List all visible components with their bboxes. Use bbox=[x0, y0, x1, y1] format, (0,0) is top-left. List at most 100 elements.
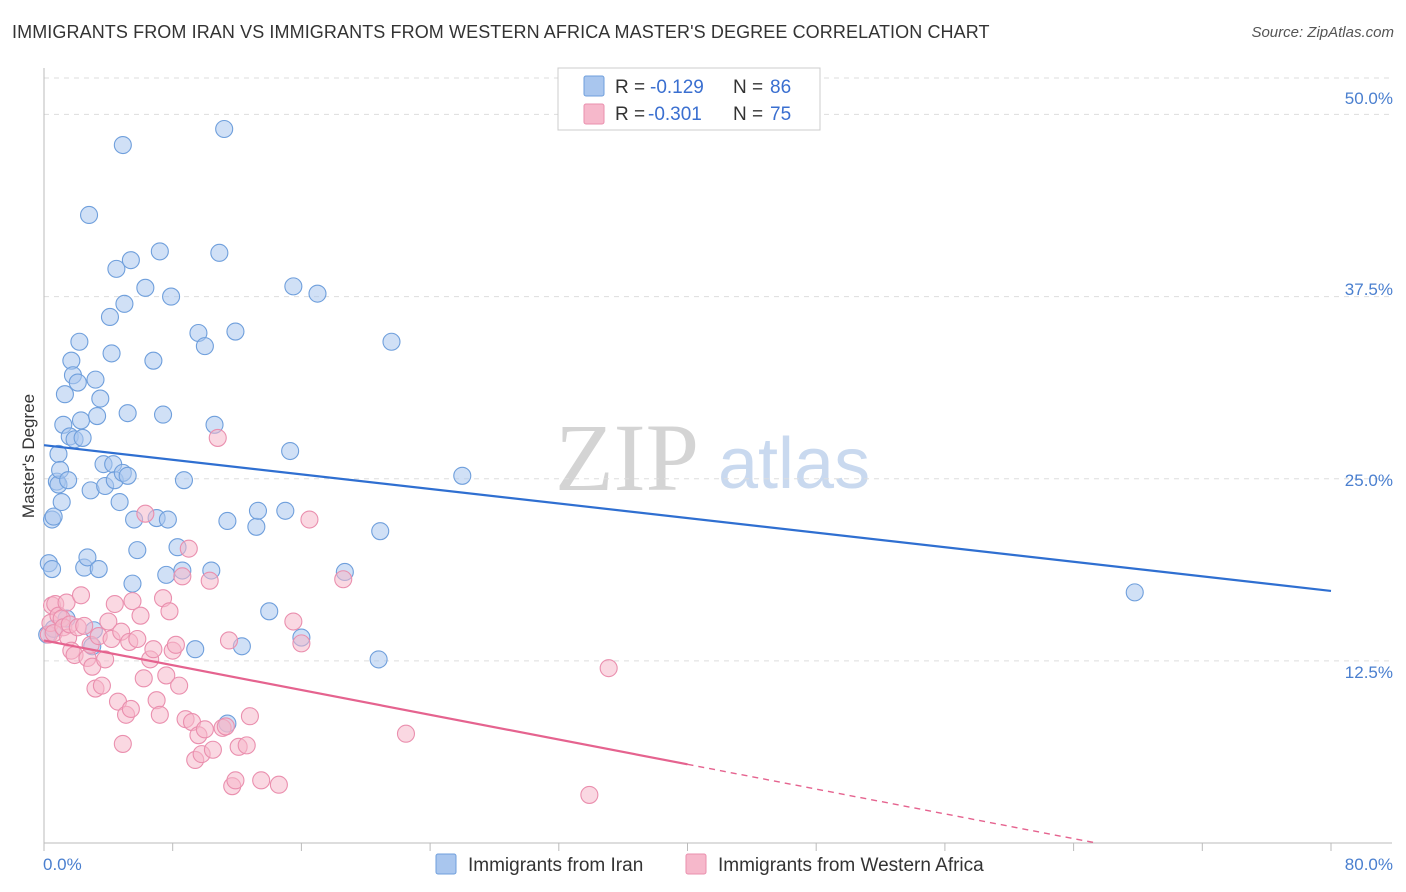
watermark-zip: ZIP bbox=[555, 404, 699, 511]
data-point-western-africa bbox=[599, 659, 618, 678]
data-point-western-africa bbox=[252, 771, 271, 790]
data-point-iran bbox=[91, 389, 110, 408]
data-point-western-africa bbox=[269, 775, 288, 794]
data-point-western-africa bbox=[166, 635, 185, 654]
data-point-iran bbox=[113, 135, 132, 155]
data-point-iran bbox=[1125, 583, 1144, 602]
data-point-iran bbox=[123, 574, 142, 593]
data-point-western-africa bbox=[157, 666, 176, 685]
data-point-western-africa bbox=[75, 616, 94, 635]
data-point-iran bbox=[107, 259, 126, 278]
data-point-iran bbox=[71, 411, 91, 430]
data-point-iran bbox=[284, 277, 303, 296]
data-point-iran bbox=[226, 322, 245, 341]
data-point-western-africa bbox=[396, 724, 416, 743]
x-tick-min: 0.0% bbox=[43, 855, 82, 874]
y-tick-label: 12.5% bbox=[1345, 663, 1393, 682]
data-point-iran bbox=[247, 517, 266, 536]
data-point-western-africa bbox=[200, 571, 219, 590]
bottom-legend-label-iran: Immigrants from Iran bbox=[468, 855, 643, 876]
data-point-western-africa bbox=[92, 676, 111, 695]
data-point-western-africa bbox=[160, 602, 179, 621]
data-point-western-africa bbox=[580, 785, 599, 804]
watermark-atlas: atlas bbox=[718, 424, 870, 504]
data-point-western-africa bbox=[105, 594, 124, 614]
legend-n-value: 75 bbox=[770, 104, 791, 125]
data-point-iran bbox=[55, 385, 74, 404]
data-point-iran bbox=[210, 243, 229, 262]
data-point-iran bbox=[260, 602, 279, 621]
data-point-iran bbox=[115, 294, 134, 313]
data-point-western-africa bbox=[131, 606, 150, 625]
data-point-iran bbox=[153, 405, 173, 424]
data-point-western-africa bbox=[173, 567, 192, 586]
bottom-legend-swatch-pink bbox=[685, 853, 707, 875]
data-point-iran bbox=[78, 548, 97, 567]
data-point-iran bbox=[136, 278, 155, 297]
data-point-iran bbox=[73, 428, 92, 447]
data-point-western-africa bbox=[237, 736, 256, 755]
y-axis-title: Master's Degree bbox=[19, 394, 38, 518]
data-point-iran bbox=[118, 404, 137, 423]
data-point-iran bbox=[276, 501, 295, 520]
data-point-western-africa bbox=[208, 428, 227, 447]
trend-line-iran bbox=[43, 444, 1332, 593]
data-point-iran bbox=[79, 205, 99, 225]
data-point-iran bbox=[118, 466, 137, 485]
trend-lines bbox=[43, 444, 1332, 844]
data-point-iran bbox=[371, 522, 390, 541]
data-point-iran bbox=[248, 501, 268, 520]
data-point-iran bbox=[308, 284, 327, 303]
chart-title: IMMIGRANTS FROM IRAN VS IMMIGRANTS FROM … bbox=[12, 22, 990, 42]
data-point-iran bbox=[195, 337, 214, 356]
data-point-western-africa bbox=[300, 510, 319, 529]
legend-n-value: 86 bbox=[770, 77, 791, 98]
data-point-iran bbox=[44, 507, 63, 526]
data-point-western-africa bbox=[216, 717, 235, 736]
data-point-iran bbox=[52, 492, 71, 512]
axes bbox=[43, 68, 1392, 851]
data-point-iran bbox=[42, 560, 62, 579]
gridlines bbox=[44, 77, 1392, 662]
series-iran-points bbox=[38, 119, 1144, 733]
y-tick-labels: 12.5% 25.0% 37.5% 50.0% bbox=[1345, 89, 1393, 682]
legend-n-label: N = bbox=[733, 104, 763, 125]
data-point-iran bbox=[70, 332, 89, 351]
data-point-iran bbox=[157, 565, 176, 584]
data-point-western-africa bbox=[334, 570, 353, 589]
top-legend: R = -0.129 N = 86 R = -0.301 N = 75 bbox=[557, 67, 821, 131]
data-point-western-africa bbox=[99, 612, 118, 631]
data-point-iran bbox=[102, 344, 121, 363]
data-point-iran bbox=[68, 373, 87, 392]
y-tick-label: 50.0% bbox=[1345, 89, 1393, 108]
data-point-western-africa bbox=[71, 586, 91, 605]
legend-r-value: -0.301 bbox=[648, 104, 702, 125]
legend-swatch-blue bbox=[583, 75, 605, 97]
bottom-legend-label-western-africa: Immigrants from Western Africa bbox=[718, 855, 984, 876]
data-point-western-africa bbox=[219, 631, 239, 650]
data-point-western-africa bbox=[113, 734, 132, 753]
data-point-western-africa bbox=[136, 504, 155, 523]
legend-r-value: -0.129 bbox=[650, 77, 704, 98]
data-point-iran bbox=[215, 119, 234, 139]
data-point-western-africa bbox=[170, 676, 189, 695]
bottom-legend-swatch-blue bbox=[435, 853, 457, 875]
data-point-iran bbox=[150, 242, 169, 261]
bottom-legend: Immigrants from Iran Immigrants from Wes… bbox=[435, 853, 984, 876]
data-point-iran bbox=[281, 441, 300, 461]
legend-swatch-pink bbox=[583, 103, 605, 125]
data-point-iran bbox=[89, 560, 108, 579]
data-point-western-africa bbox=[203, 740, 222, 759]
y-tick-label: 25.0% bbox=[1345, 471, 1393, 490]
data-point-western-africa bbox=[123, 592, 142, 611]
data-point-iran bbox=[218, 511, 237, 531]
legend-n-label: N = bbox=[733, 77, 763, 98]
data-point-iran bbox=[100, 307, 120, 327]
data-point-iran bbox=[128, 541, 147, 560]
data-point-western-africa bbox=[226, 771, 245, 790]
data-point-iran bbox=[382, 332, 401, 351]
data-point-iran bbox=[121, 251, 140, 270]
legend-r-label: R = bbox=[615, 77, 645, 98]
data-point-iran bbox=[88, 407, 107, 426]
data-point-western-africa bbox=[96, 650, 115, 669]
